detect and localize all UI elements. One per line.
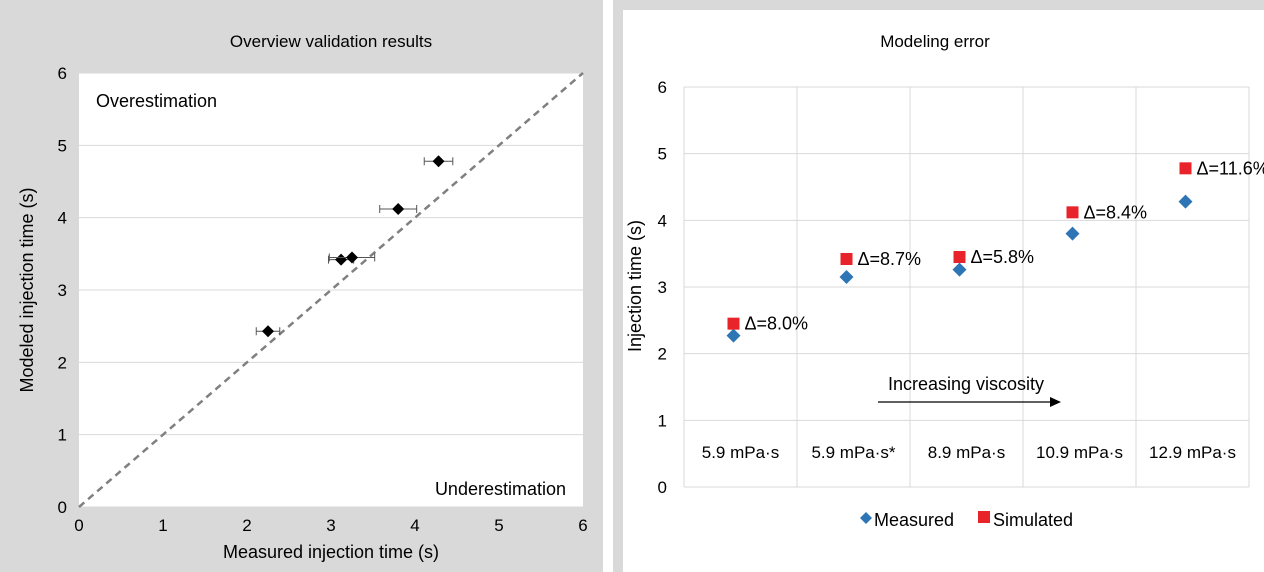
legend-measured-marker xyxy=(860,512,872,524)
left-chart: Overview validation results 0 1 2 3 4 5 6 0 1 2 3… xyxy=(0,0,603,572)
left-x-tick-3: 3 xyxy=(326,516,335,535)
left-point-2 xyxy=(346,251,358,264)
right-category-label-0: 5.9 mPa·s xyxy=(702,443,779,462)
left-point-0 xyxy=(262,325,274,338)
left-y-tick-0: 0 xyxy=(58,498,67,517)
right-category-label-3: 10.9 mPa·s xyxy=(1036,443,1123,462)
legend: Measured Simulated xyxy=(860,510,1073,530)
right-gridlines xyxy=(683,86,1250,488)
left-y-tick-6: 6 xyxy=(58,64,67,83)
left-chart-title: Overview validation results xyxy=(230,32,432,51)
measured-point-2 xyxy=(952,262,967,277)
left-x-tick-6: 6 xyxy=(578,516,587,535)
delta-label-0: Δ=8.0% xyxy=(745,314,809,334)
simulated-point-4 xyxy=(1179,162,1192,175)
left-point-4 xyxy=(432,155,445,168)
left-x-tick-4: 4 xyxy=(410,516,419,535)
left-y-tick-3: 3 xyxy=(58,281,67,300)
simulated-point-0 xyxy=(727,317,740,330)
left-x-tick-5: 5 xyxy=(494,516,503,535)
right-y-tick-6: 6 xyxy=(658,78,667,97)
right-y-tick-4: 4 xyxy=(658,211,667,230)
delta-label-3: Δ=8.4% xyxy=(1084,202,1148,222)
left-x-tick-1: 1 xyxy=(158,516,167,535)
simulated-point-2 xyxy=(953,251,966,263)
right-category-labels: 5.9 mPa·s 5.9 mPa·s* 8.9 mPa·s 10.9 mPa·s 12… xyxy=(702,443,1236,462)
right-chart-title: Modeling error xyxy=(880,32,990,51)
left-data-points xyxy=(255,155,454,338)
right-category-label-1: 5.9 mPa·s* xyxy=(811,443,895,462)
right-y-tick-0: 0 xyxy=(658,478,667,497)
legend-simulated-marker xyxy=(978,511,990,523)
delta-label-2: Δ=5.8% xyxy=(971,247,1035,267)
left-y-tick-2: 2 xyxy=(58,353,67,372)
left-point-3 xyxy=(392,202,405,215)
right-y-tick-3: 3 xyxy=(658,278,667,297)
left-y-tick-5: 5 xyxy=(58,136,67,155)
measured-point-3 xyxy=(1065,226,1080,241)
delta-label-4: Δ=11.6% xyxy=(1197,158,1264,178)
underestimation-label: Underestimation xyxy=(435,479,566,499)
left-y-tick-4: 4 xyxy=(58,209,67,228)
right-y-tick-5: 5 xyxy=(658,145,667,164)
left-x-tick-labels: 0 1 2 3 4 5 6 xyxy=(74,516,587,535)
right-y-tick-1: 1 xyxy=(658,411,667,430)
measured-point-0 xyxy=(726,328,741,343)
left-x-axis-label: Measured injection time (s) xyxy=(223,542,439,562)
delta-labels: Δ=8.0% Δ=8.7% Δ=5.8% Δ=8.4% Δ=11.6% xyxy=(745,158,1264,333)
left-x-tick-2: 2 xyxy=(242,516,251,535)
right-y-tick-labels: 0 1 2 3 4 5 6 xyxy=(658,78,667,497)
right-data-points xyxy=(726,162,1193,343)
left-y-axis-label: Modeled injection time (s) xyxy=(17,187,37,392)
simulated-point-3 xyxy=(1066,206,1079,219)
measured-point-1 xyxy=(839,270,854,284)
viscosity-arrow xyxy=(878,397,1061,407)
legend-measured-label: Measured xyxy=(874,510,954,530)
left-y-tick-1: 1 xyxy=(58,426,67,445)
arrow-label: Increasing viscosity xyxy=(888,374,1044,394)
simulated-point-1 xyxy=(840,253,853,265)
left-point-1 xyxy=(335,253,348,266)
right-y-tick-2: 2 xyxy=(658,345,667,364)
right-y-axis-label: Injection time (s) xyxy=(625,220,645,352)
overestimation-label: Overestimation xyxy=(96,91,217,111)
right-chart-area xyxy=(623,10,1264,572)
left-x-tick-0: 0 xyxy=(74,516,83,535)
right-category-label-4: 12.9 mPa·s xyxy=(1149,443,1236,462)
identity-line xyxy=(78,72,584,508)
left-y-tick-labels: 0 1 2 3 4 5 6 xyxy=(58,64,67,517)
delta-label-1: Δ=8.7% xyxy=(858,249,922,269)
legend-simulated-label: Simulated xyxy=(993,510,1073,530)
measured-point-4 xyxy=(1178,194,1193,209)
right-category-label-2: 8.9 mPa·s xyxy=(928,443,1005,462)
